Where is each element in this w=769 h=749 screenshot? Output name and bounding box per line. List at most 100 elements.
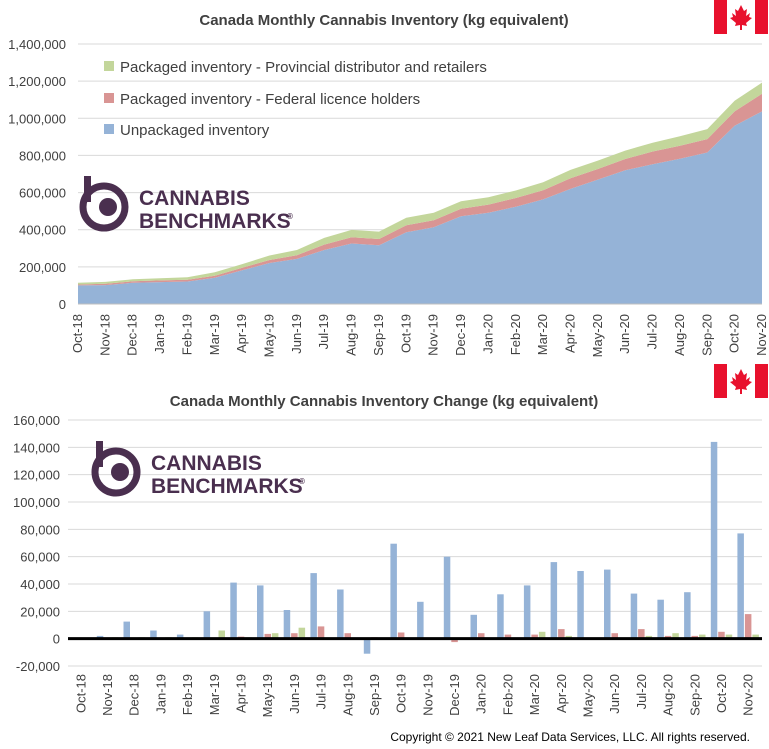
y-tick-label: 160,000 [13,413,60,428]
y-tick-label: 0 [53,632,60,647]
x-tick-label: Nov-18 [100,674,115,716]
x-tick-label: May-20 [581,674,596,717]
x-tick-label: Feb-20 [508,314,523,355]
x-tick-label: Dec-18 [127,674,142,716]
legend-swatch-provincial [104,61,114,71]
x-tick-label: Jul-20 [634,674,649,709]
bar-federal [264,633,271,639]
bar-provincial [298,627,306,639]
x-tick-label: Dec-19 [453,314,468,356]
bar-unpackaged [337,589,344,639]
x-tick-label: Jul-19 [314,674,329,709]
chart1-legend: Packaged inventory - Provincial distribu… [104,59,487,139]
x-tick-label: Nov-18 [97,314,112,356]
logo-line2: BENCHMARKS [151,475,303,498]
x-tick-label: Feb-19 [179,314,194,355]
chart1-logo: CANNABIS BENCHMARKS ® [79,176,293,233]
bar-unpackaged [604,569,611,639]
chart1-areas [78,82,762,305]
bar-unpackaged [310,573,317,639]
bar-unpackaged [417,601,424,639]
y-tick-label: 200,000 [19,260,66,275]
bar-unpackaged [710,441,718,639]
bar-unpackaged [123,621,130,639]
x-tick-label: Oct-18 [73,674,88,713]
bar-provincial [725,634,733,639]
bar-unpackaged [257,585,264,639]
x-tick-label: Sep-19 [367,674,382,716]
logo-ring-icon [91,447,141,497]
bar-provincial [699,634,706,639]
chart2-y-tick-labels: -20,000 0 20,000 40,000 60,000 80,000 100,000 1… [13,413,60,674]
x-tick-label: Mar-19 [207,314,222,355]
x-tick-label: Feb-20 [500,674,515,715]
y-tick-label: 80,000 [20,522,60,537]
x-tick-label: Aug-19 [340,674,355,716]
x-tick-label: Jan-19 [153,674,168,714]
x-tick-label: Jun-19 [287,674,302,714]
legend-swatch-federal [104,93,114,103]
x-tick-label: Apr-19 [234,674,249,713]
bar-unpackaged [550,562,558,639]
bar-unpackaged [657,599,664,639]
x-tick-label: Jan-20 [474,674,489,714]
legend-swatch-unpackaged [104,124,114,134]
bar-unpackaged [230,582,237,639]
x-tick-label: Jan-19 [152,314,167,354]
logo-stem-icon [84,176,91,202]
canada-flag-icon [714,0,768,34]
x-tick-label: Dec-18 [125,314,140,356]
x-tick-label: May-20 [590,314,605,357]
bar-unpackaged [390,543,397,639]
chart2-title: Canada Monthly Cannabis Inventory Change… [170,393,598,410]
bar-unpackaged [497,594,504,639]
y-tick-label: 1,400,000 [8,37,66,52]
chart1-y-tick-labels: 0 200,000 400,000 600,000 800,000 1,000,000 1,… [8,37,66,312]
x-tick-label: Jul-20 [645,314,660,349]
chart2-x-tick-labels: Oct-18 Nov-18 Dec-18 Jan-19 Feb-19 Mar-19 Apr-… [73,674,755,717]
bar-federal [397,632,405,639]
y-tick-label: 600,000 [19,186,66,201]
bar-unpackaged [737,533,744,639]
chart1-x-tick-labels: Oct-18 Nov-18 Dec-18 Jan-19 Feb-19 Mar-19 Apr-… [70,314,769,357]
bar-federal [344,633,351,639]
x-tick-label: Nov-19 [426,314,441,356]
logo-dot-icon [99,198,117,216]
legend-label-unpackaged: Unpackaged inventory [120,122,270,139]
bar-federal [638,629,645,639]
x-tick-label: Oct-19 [394,674,409,713]
x-tick-label: Nov-19 [420,674,435,716]
x-tick-label: Jan-20 [480,314,495,354]
x-tick-label: Aug-20 [672,314,687,356]
x-tick-label: Feb-19 [180,674,195,715]
x-tick-label: Aug-19 [344,314,359,356]
bar-provincial [538,631,546,639]
logo-ring-icon [79,182,129,232]
x-tick-label: Mar-20 [535,314,550,355]
y-tick-label: 100,000 [13,495,60,510]
x-tick-label: Apr-20 [554,674,569,713]
bar-unpackaged [577,571,584,639]
bar-federal [504,634,512,639]
legend-label-federal: Packaged inventory - Federal licence hol… [120,91,420,108]
x-tick-label: Sep-20 [687,674,702,716]
bar-unpackaged [363,638,371,654]
y-tick-label: 20,000 [20,604,60,619]
bar-unpackaged [684,592,691,639]
x-tick-label: Oct-18 [70,314,85,353]
x-tick-label: Nov-20 [754,314,769,356]
bar-provincial [218,630,225,639]
x-tick-label: Mar-20 [527,674,542,715]
x-tick-label: Jun-20 [617,314,632,354]
bar-unpackaged [470,614,477,639]
y-tick-label: 140,000 [13,440,60,455]
x-tick-label: Dec-19 [447,674,462,716]
y-tick-label: 40,000 [20,577,60,592]
bar-provincial [271,633,279,639]
chart2-gridlines [68,419,762,667]
bar-federal [744,614,752,639]
x-tick-label: Apr-20 [562,314,577,353]
x-tick-label: May-19 [262,314,277,357]
x-tick-label: Oct-20 [727,314,742,353]
